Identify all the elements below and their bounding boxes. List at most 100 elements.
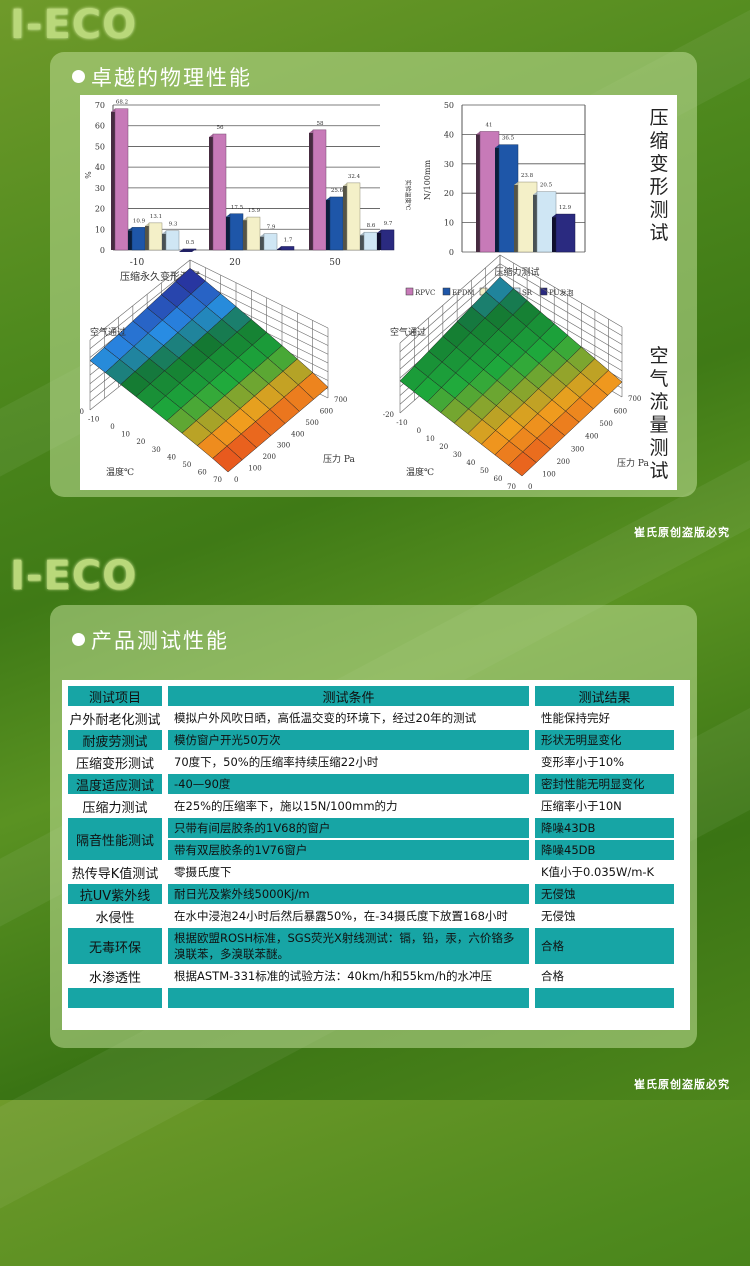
y-tick-label: 10 — [444, 219, 454, 228]
test-result-cell: 无侵蚀 — [535, 884, 674, 904]
bar-RPVC — [312, 129, 327, 251]
bar-EPDM — [131, 227, 146, 251]
y-tick-label: 400 — [291, 430, 304, 438]
x-tick-label: 30 — [152, 446, 161, 454]
bar-SR — [165, 230, 180, 251]
test-result-cell: 合格 — [541, 969, 564, 983]
bar-TPE-side — [343, 185, 347, 250]
y-tick-label: 50 — [95, 142, 105, 151]
data-label: 0.5 — [186, 240, 195, 246]
x-tick-label: -20 — [80, 408, 84, 416]
data-label: 1.7 — [284, 237, 293, 243]
test-table: 测试项目 测试条件 测试结果 户外耐老化测试 模拟户外风吹日晒，高低温交变的环境下，经过… — [62, 684, 680, 1010]
test-condition-cell: 在25%的压缩率下，施以15N/100mm的力 — [174, 799, 398, 813]
y-tick-label: 40 — [95, 163, 105, 172]
test-result-cell: 合格 — [535, 928, 674, 964]
test-result-cell: 性能保持完好 — [541, 711, 610, 725]
x-tick-label: 40 — [167, 453, 176, 461]
empty-cell — [535, 988, 674, 1008]
test-item-cell: 压缩变形测试 — [75, 756, 154, 772]
data-label: 15.9 — [248, 208, 261, 214]
section-title-text: 产品测试性能 — [91, 629, 229, 653]
test-item-cell: 户外耐老化测试 — [69, 712, 161, 728]
empty-cell — [68, 988, 162, 1008]
bar-PU发泡-side — [552, 217, 556, 252]
y-tick-label: 40 — [444, 130, 454, 139]
table-row-empty — [68, 988, 674, 1008]
test-result-cell: 密封性能无明显变化 — [535, 774, 674, 794]
bar-RPVC — [212, 133, 227, 251]
surface-cell — [212, 445, 243, 473]
legend-swatch — [539, 287, 548, 296]
test-item-cell: 水渗透性 — [88, 970, 141, 986]
data-label: 23.8 — [521, 173, 534, 179]
y-tick-label: 600 — [320, 407, 333, 415]
charts-svg: 0 10 20 30 40 50 60 70 -10 68.2 10.9 13.1 9.3 0.5 20 56… — [73, 100, 650, 491]
data-label: 9.3 — [169, 222, 178, 228]
bar-TPE — [148, 222, 163, 251]
legend-swatch — [405, 287, 414, 296]
bullet-icon — [72, 633, 85, 646]
data-label: 68.2 — [116, 100, 128, 106]
y-tick-label: 100 — [248, 465, 261, 473]
bar-PU发泡 — [380, 229, 395, 251]
bar-SR — [263, 233, 278, 251]
x-tick-label: 10 — [426, 435, 435, 443]
data-label: 12.9 — [559, 205, 572, 211]
bar-RPVC-side — [476, 134, 480, 252]
y-axis-label: % — [83, 171, 92, 179]
test-condition-cell: 模拟户外风吹日晒，高低温交变的环境下，经过20年的测试 — [174, 711, 477, 725]
data-label: 7.9 — [267, 225, 276, 231]
x-tick-label: 50 — [480, 467, 489, 475]
y-tick-label: 700 — [628, 395, 641, 403]
x-tick-label: 60 — [494, 475, 503, 483]
logo: I-ECO — [10, 2, 138, 48]
y-tick-label: 200 — [557, 458, 570, 466]
test-item-cell: 温度适应测试 — [68, 774, 162, 794]
y-tick-label: 500 — [305, 419, 318, 427]
side-label-airflow: 空气流量测试 — [649, 345, 669, 482]
bar-PU发泡-side — [377, 232, 381, 250]
charts-area: 0 10 20 30 40 50 60 70 -10 68.2 10.9 13.1 9.3 0.5 20 56… — [73, 95, 677, 491]
y-tick-label: 300 — [571, 445, 584, 453]
test-condition-cell: 根据ASTM-331标准的试验方法：40km/h和55km/h的水冲压 — [174, 969, 493, 983]
y-tick-label: 70 — [95, 101, 105, 110]
x-tick-label: 50 — [329, 258, 341, 268]
data-label: 8.6 — [367, 223, 376, 229]
y-tick-label: 400 — [585, 433, 598, 441]
test-item-cell: 热传导K值测试 — [71, 866, 159, 882]
x-tick-label: 20 — [229, 258, 241, 268]
legend-label: PU发泡 — [549, 288, 574, 297]
y-tick-label: 60 — [95, 122, 105, 131]
extra-label: 实验温度℃ — [404, 180, 412, 211]
test-result-cell: 降噪43DB — [535, 818, 674, 838]
bar-RPVC-side — [209, 137, 213, 250]
table-row: 温度适应测试 -40—90度 密封性能无明显变化 — [68, 774, 674, 794]
logo: I-ECO — [10, 553, 138, 599]
test-condition-cell: 耐日光及紫外线5000Kj/m — [168, 884, 529, 904]
test-result-cell: 无侵蚀 — [541, 909, 576, 923]
y-tick-label: 300 — [277, 442, 290, 450]
legend-label: EPDM — [452, 289, 475, 297]
table-row: 热传导K值测试 零摄氏度下 K值小于0.035W/m-K — [68, 862, 674, 882]
bar-EPDM — [329, 196, 344, 251]
test-item-cell: 抗UV紫外线 — [68, 884, 162, 904]
section-title-text: 卓越的物理性能 — [91, 66, 252, 90]
bullet-icon — [72, 70, 85, 83]
test-condition-cell: -40—90度 — [168, 774, 529, 794]
x-tick-label: 0 — [417, 427, 421, 435]
y-tick-label: 0 — [100, 246, 105, 255]
table-row: 压缩力测试 在25%的压缩率下，施以15N/100mm的力 压缩率小于10N — [68, 796, 674, 816]
table-row: 无毒环保 根据欧盟ROSH标准，SGS荧光X射线测试：镉，铅，汞，六价铬多溴联苯，… — [68, 928, 674, 964]
bar-EPDM-side — [495, 147, 499, 252]
x-tick-label: 60 — [198, 468, 207, 476]
y-tick-label: 500 — [599, 420, 612, 428]
bar-TPE-side — [243, 220, 247, 250]
copyright-text: 崔氏原创盗版必究 — [634, 526, 730, 539]
x-axis-label: 温度℃ — [106, 466, 134, 478]
data-label: 17.5 — [231, 205, 244, 211]
y-tick-label: 30 — [444, 160, 454, 169]
test-condition-cell: 在水中浸泡24小时后然后暴露50%，在-34摄氏度下放置168小时 — [174, 909, 508, 923]
x-tick-label: -10 — [88, 416, 99, 424]
bar-RPVC — [114, 108, 129, 251]
